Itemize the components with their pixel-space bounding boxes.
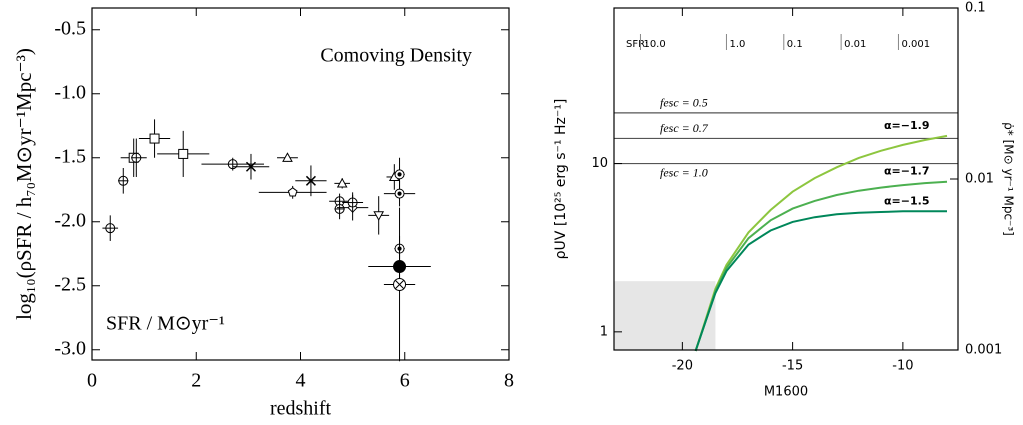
y-tick-label: 10 <box>591 156 608 171</box>
annotation: SFR / M⊙yr⁻¹ <box>106 313 225 335</box>
y-tick-label: -2.5 <box>54 273 86 295</box>
y-tick-label: -1.5 <box>54 145 86 167</box>
x-tick-label: 0 <box>87 370 97 392</box>
data-point <box>336 177 348 188</box>
y-tick-label: -2.0 <box>54 209 86 231</box>
data-point <box>305 175 316 186</box>
marker <box>397 172 402 177</box>
sfr-scale-value: 0.1 <box>787 39 803 50</box>
data-point <box>373 211 385 221</box>
marker <box>397 191 402 196</box>
curve <box>694 210 947 352</box>
y2-axis-label: ρ̇* [M⊙ yr⁻¹ Mpc⁻³] <box>1002 122 1016 236</box>
data-point <box>347 197 358 208</box>
data-point <box>118 175 129 186</box>
x-tick-label: 6 <box>400 370 410 392</box>
shaded-region <box>614 281 716 350</box>
data-point <box>131 152 142 163</box>
x-tick-label: 8 <box>504 370 514 392</box>
curve <box>694 180 948 352</box>
marker <box>245 161 257 172</box>
legend-label: α=−1.7 <box>884 165 929 178</box>
sfr-scale-label: SFR: <box>626 39 648 50</box>
y-tick-label: -1.0 <box>54 81 86 103</box>
data-point <box>105 223 116 234</box>
y-axis-label: log₁₀(ρSFR / h₇₀M⊙yr⁻¹Mpc⁻³) <box>12 48 36 320</box>
data-point <box>178 148 189 159</box>
y2-tick-label: 0.01 <box>965 172 994 187</box>
y2-tick-label: 0.1 <box>965 1 986 16</box>
marker <box>305 175 316 186</box>
data-point <box>282 152 293 162</box>
marker <box>178 148 189 159</box>
x-axis-label: M1600 <box>764 385 808 400</box>
sfr-scale-value: 0.001 <box>901 39 930 50</box>
sfr-scale-value: 1.0 <box>729 39 745 50</box>
data-point <box>393 277 407 291</box>
data-point <box>149 133 160 144</box>
data-point <box>334 203 345 214</box>
x-tick-label: 2 <box>191 370 201 392</box>
sfr-scale-value: 0.01 <box>844 39 866 50</box>
data-point <box>245 161 257 172</box>
marker <box>395 280 404 289</box>
sfr-scale-value: 10.0 <box>643 39 665 50</box>
data-point <box>227 159 238 170</box>
data-point <box>287 187 298 197</box>
reference-label: fesc = 0.5 <box>660 96 708 110</box>
marker <box>373 211 385 221</box>
y-tick-label: -3.0 <box>54 337 86 359</box>
data-point <box>394 169 405 180</box>
annotation: Comoving Density <box>320 45 472 67</box>
x-axis-label: redshift <box>270 398 332 420</box>
x-tick-label: 4 <box>296 370 306 392</box>
marker <box>287 187 298 197</box>
x-tick-label: -20 <box>672 359 693 374</box>
marker <box>336 177 348 188</box>
x-tick-label: -15 <box>782 359 803 374</box>
y-tick-label: -0.5 <box>54 17 86 39</box>
y2-tick-label: 0.001 <box>965 343 1002 358</box>
legend-label: α=−1.9 <box>884 119 929 132</box>
marker <box>149 133 160 144</box>
legend-label: α=−1.5 <box>884 194 929 207</box>
marker <box>282 152 293 162</box>
x-tick-label: -10 <box>892 359 913 374</box>
reference-label: fesc = 1.0 <box>660 165 708 179</box>
y-tick-label: 1 <box>600 324 608 339</box>
reference-label: fesc = 0.7 <box>660 121 709 135</box>
data-point <box>394 188 405 199</box>
y-axis-label: ρUV [10²⁵ erg s⁻¹ Hz⁻¹] <box>553 99 569 260</box>
